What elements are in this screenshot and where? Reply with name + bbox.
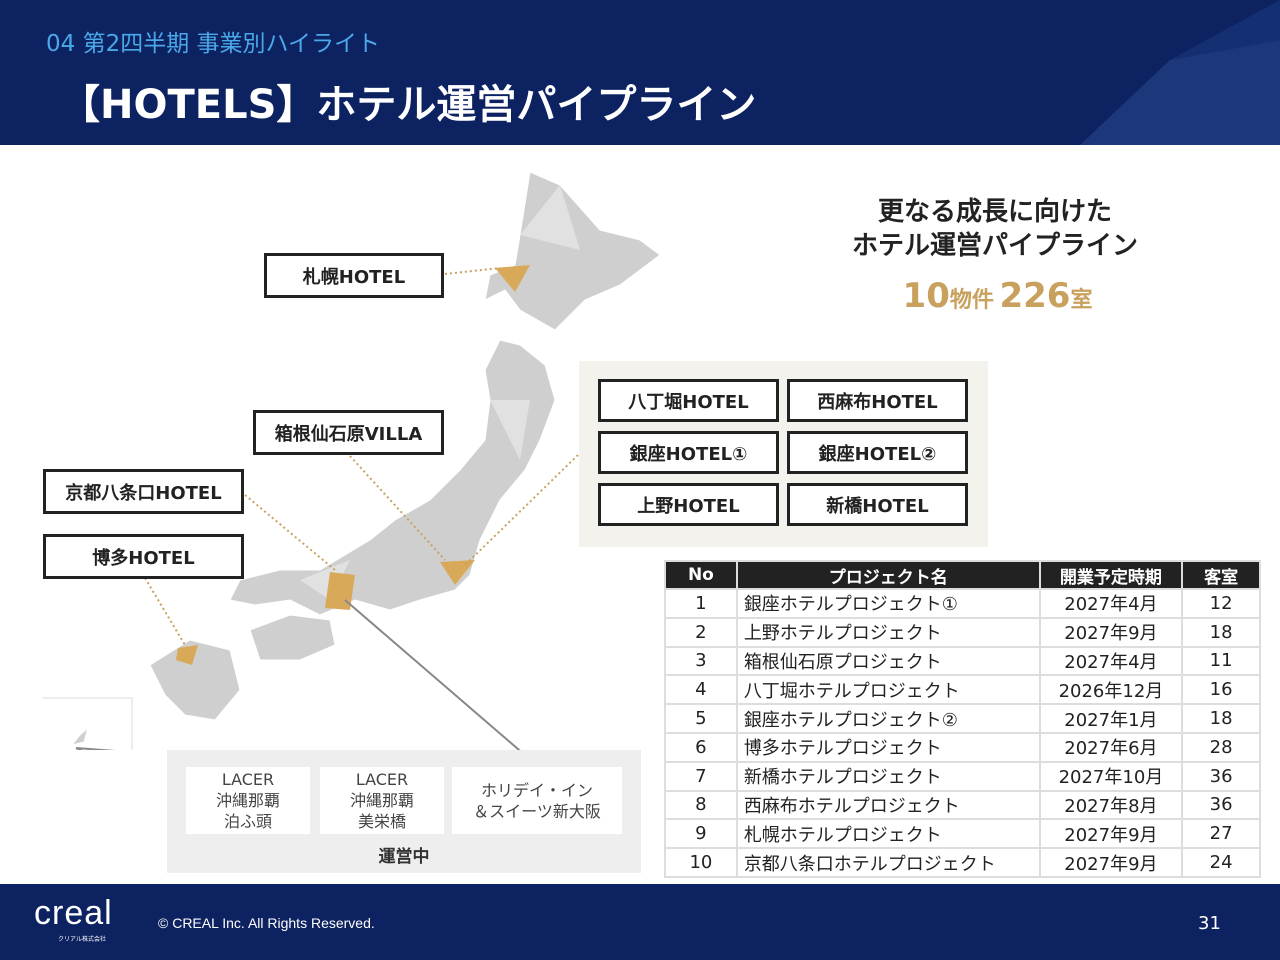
row-project: 八丁堀ホテルプロジェクト [735, 674, 1041, 706]
row-rooms: 16 [1181, 674, 1261, 706]
row-project: 京都八条口ホテルプロジェクト [735, 847, 1041, 878]
operating-hotel: LACER 沖縄那覇 美栄橋 [320, 767, 444, 834]
row-project: 上野ホテルプロジェクト [735, 616, 1041, 648]
copyright: © CREAL Inc. All Rights Reserved. [158, 915, 375, 931]
table-row: 2 上野ホテルプロジェクト 2027年9月 18 [664, 616, 1261, 648]
logo-subtitle: クリアル株式会社 [58, 936, 106, 943]
highlighted-regions [176, 265, 530, 665]
honshu [229, 339, 556, 616]
table-row: 7 新橋ホテルプロジェクト 2027年10月 36 [664, 760, 1261, 792]
connector-lines [144, 267, 579, 646]
page-number: 31 [1198, 913, 1221, 934]
operating-hotel: LACER 沖縄那覇 泊ふ頭 [186, 767, 310, 834]
row-rooms: 18 [1181, 616, 1261, 648]
table-row: 8 西麻布ホテルプロジェクト 2027年8月 36 [664, 789, 1261, 821]
row-project: 箱根仙石原プロジェクト [735, 645, 1041, 677]
row-opening: 2027年4月 [1038, 588, 1184, 619]
label-kyoto: 京都八条口HOTEL [43, 469, 244, 514]
row-rooms: 18 [1181, 703, 1261, 734]
row-rooms: 12 [1181, 588, 1261, 619]
col-no: No [664, 560, 738, 590]
row-project: 博多ホテルプロジェクト [735, 731, 1041, 763]
row-no: 7 [664, 760, 738, 792]
row-no: 1 [664, 588, 738, 619]
row-project: 西麻布ホテルプロジェクト [735, 789, 1041, 821]
col-rooms: 客室 [1181, 560, 1261, 590]
row-project: 銀座ホテルプロジェクト② [735, 703, 1041, 734]
tokyo-panel: 八丁堀HOTEL 西麻布HOTEL 銀座HOTEL① 銀座HOTEL② 上野HO… [579, 361, 988, 547]
row-no: 8 [664, 789, 738, 821]
creal-logo: creal [34, 894, 113, 932]
label-hatchobori: 八丁堀HOTEL [598, 379, 779, 422]
table-row: 10 京都八条口ホテルプロジェクト 2027年9月 24 [664, 847, 1261, 878]
row-opening: 2026年12月 [1038, 674, 1184, 706]
col-project: プロジェクト名 [735, 560, 1041, 590]
table-row: 3 箱根仙石原プロジェクト 2027年4月 11 [664, 645, 1261, 677]
row-no: 9 [664, 818, 738, 850]
property-count: 10 [902, 276, 950, 316]
label-ginza-1: 銀座HOTEL① [598, 431, 779, 474]
headline-line1: 更なる成長に向けた [877, 197, 1112, 227]
pipeline-table: No プロジェクト名 開業予定時期 客室 1 銀座ホテルプロジェクト① 2027年4… [664, 560, 1261, 878]
japan-map [42, 171, 660, 750]
row-rooms: 24 [1181, 847, 1261, 878]
okinawa [70, 726, 89, 746]
row-rooms: 36 [1181, 789, 1261, 821]
row-no: 10 [664, 847, 738, 878]
header-decoration [1080, 0, 1280, 145]
row-opening: 2027年4月 [1038, 645, 1184, 677]
kyushu [149, 639, 241, 721]
row-project: 銀座ホテルプロジェクト① [735, 588, 1041, 619]
row-opening: 2027年10月 [1038, 760, 1184, 792]
page-title: 【HOTELS】ホテル運営パイプライン [60, 82, 757, 128]
row-rooms: 28 [1181, 731, 1261, 763]
label-ueno: 上野HOTEL [598, 483, 779, 526]
row-opening: 2027年9月 [1038, 616, 1184, 648]
property-unit: 物件 [949, 288, 994, 313]
row-no: 3 [664, 645, 738, 677]
row-no: 4 [664, 674, 738, 706]
row-rooms: 11 [1181, 645, 1261, 677]
table-row: 6 博多ホテルプロジェクト 2027年6月 28 [664, 731, 1261, 763]
row-rooms: 27 [1181, 818, 1261, 850]
table-row: 1 銀座ホテルプロジェクト① 2027年4月 12 [664, 588, 1261, 619]
headline-line2: ホテル運営パイプライン [851, 231, 1138, 261]
operating-hotel: ホリデイ・イン ＆スイーツ新大阪 [452, 767, 622, 834]
col-opening: 開業予定時期 [1038, 560, 1184, 590]
operating-panel: LACER 沖縄那覇 泊ふ頭 LACER 沖縄那覇 美栄橋 ホリデイ・イン ＆ス… [167, 750, 641, 873]
row-no: 2 [664, 616, 738, 648]
section-label: 04 第2四半期 事業別ハイライト [46, 31, 381, 57]
label-nishiazabu: 西麻布HOTEL [787, 379, 968, 422]
label-sapporo: 札幌HOTEL [264, 253, 444, 298]
row-no: 6 [664, 731, 738, 763]
table-row: 9 札幌ホテルプロジェクト 2027年9月 27 [664, 818, 1261, 850]
pipeline-count: 10物件 226室 [820, 276, 1175, 316]
shikoku [249, 614, 336, 661]
row-project: 札幌ホテルプロジェクト [735, 818, 1041, 850]
room-unit: 室 [1070, 288, 1093, 313]
label-hakata: 博多HOTEL [43, 534, 244, 579]
label-hakone: 箱根仙石原VILLA [253, 410, 444, 455]
row-opening: 2027年9月 [1038, 818, 1184, 850]
table-row: 4 八丁堀ホテルプロジェクト 2026年12月 16 [664, 674, 1261, 706]
row-opening: 2027年9月 [1038, 847, 1184, 878]
row-opening: 2027年1月 [1038, 703, 1184, 734]
row-opening: 2027年8月 [1038, 789, 1184, 821]
table-row: 5 銀座ホテルプロジェクト② 2027年1月 18 [664, 703, 1261, 734]
row-opening: 2027年6月 [1038, 731, 1184, 763]
operating-label: 運営中 [378, 847, 430, 867]
header: 04 第2四半期 事業別ハイライト 【HOTELS】ホテル運営パイプライン [0, 0, 1280, 145]
label-ginza-2: 銀座HOTEL② [787, 431, 968, 474]
headline: 更なる成長に向けた ホテル運営パイプライン [820, 195, 1170, 263]
footer: creal クリアル株式会社 © CREAL Inc. All Rights R… [0, 884, 1280, 960]
row-project: 新橋ホテルプロジェクト [735, 760, 1041, 792]
label-shinbashi: 新橋HOTEL [787, 483, 968, 526]
row-rooms: 36 [1181, 760, 1261, 792]
hokkaido [484, 171, 660, 331]
row-no: 5 [664, 703, 738, 734]
room-count: 226 [999, 276, 1071, 316]
